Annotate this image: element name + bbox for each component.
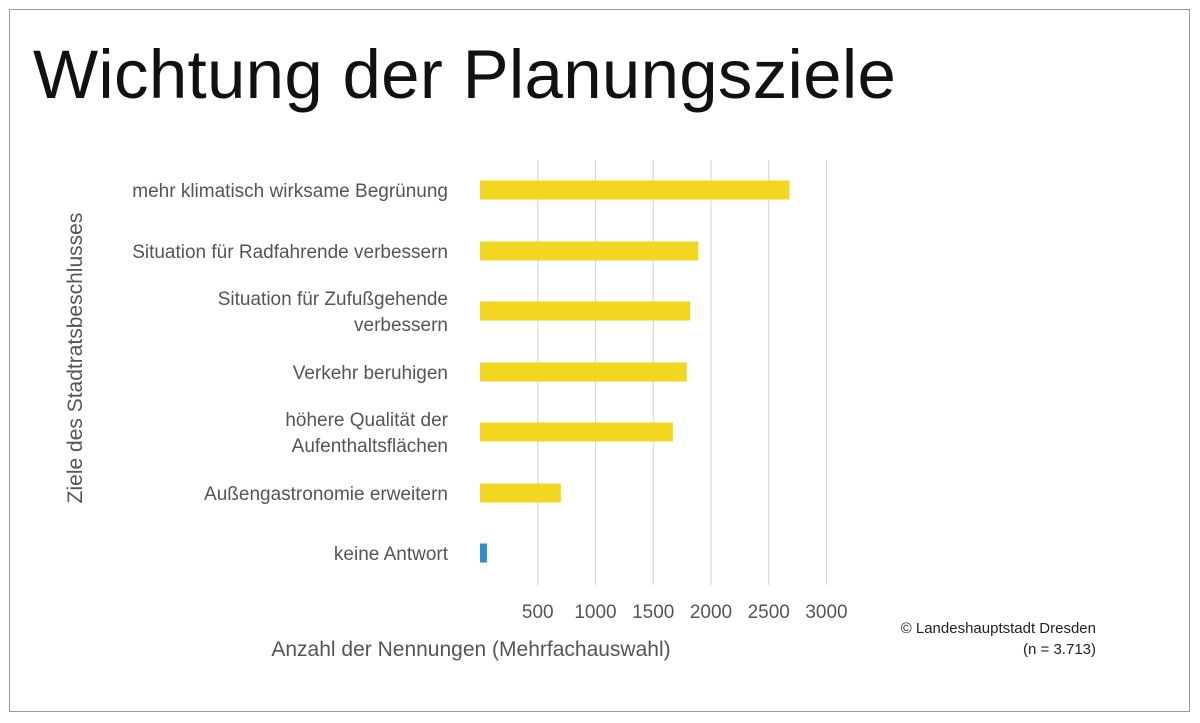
slide-frame bbox=[9, 9, 1190, 712]
x-tick-label-1000: 1000 bbox=[574, 602, 616, 623]
x-tick-label-2500: 2500 bbox=[748, 602, 790, 623]
gridlines bbox=[537, 160, 828, 585]
y-axis-title: Ziele des Stadtratsbeschlusses bbox=[64, 213, 87, 504]
credit-sample: (n = 3.713) bbox=[1023, 641, 1096, 658]
category-label-2-0: Situation für Zufußgehende bbox=[218, 289, 448, 310]
x-tick-label-3000: 3000 bbox=[805, 602, 847, 623]
bar-0 bbox=[480, 180, 790, 200]
category-label-3: Verkehr beruhigen bbox=[293, 363, 448, 384]
page-title: Wichtung der Planungsziele bbox=[33, 36, 897, 113]
x-tick-label-2000: 2000 bbox=[690, 602, 732, 623]
category-label-0: mehr klimatisch wirksame Begrünung bbox=[132, 181, 448, 202]
bar-1 bbox=[480, 241, 699, 261]
bar-4 bbox=[480, 422, 673, 442]
credit-source: © Landeshauptstadt Dresden bbox=[900, 620, 1096, 637]
category-label-4-0: höhere Qualität der bbox=[285, 410, 448, 431]
bar-3 bbox=[480, 362, 687, 382]
category-label-5: Außengastronomie erweitern bbox=[204, 484, 448, 505]
x-tick-label-500: 500 bbox=[522, 602, 554, 623]
bar-6 bbox=[480, 543, 487, 563]
credit-note: © Landeshauptstadt Dresden (n = 3.713) bbox=[901, 618, 1096, 660]
category-label-2-1: verbessern bbox=[354, 315, 448, 336]
category-label-4-1: Aufenthaltsflächen bbox=[292, 436, 448, 457]
category-label-6: keine Antwort bbox=[334, 544, 449, 565]
bars bbox=[480, 180, 790, 563]
category-label-1: Situation für Radfahrende verbessern bbox=[132, 242, 448, 263]
category-labels: mehr klimatisch wirksame Begrünung Situat… bbox=[132, 181, 449, 565]
x-tick-label-1500: 1500 bbox=[632, 602, 674, 623]
x-tick-labels: 500 1000 1500 2000 2500 3000 bbox=[522, 602, 848, 623]
bar-5 bbox=[480, 483, 561, 503]
bar-2 bbox=[480, 301, 691, 321]
x-axis-title: Anzahl der Nennungen (Mehrfachauswahl) bbox=[271, 638, 670, 661]
